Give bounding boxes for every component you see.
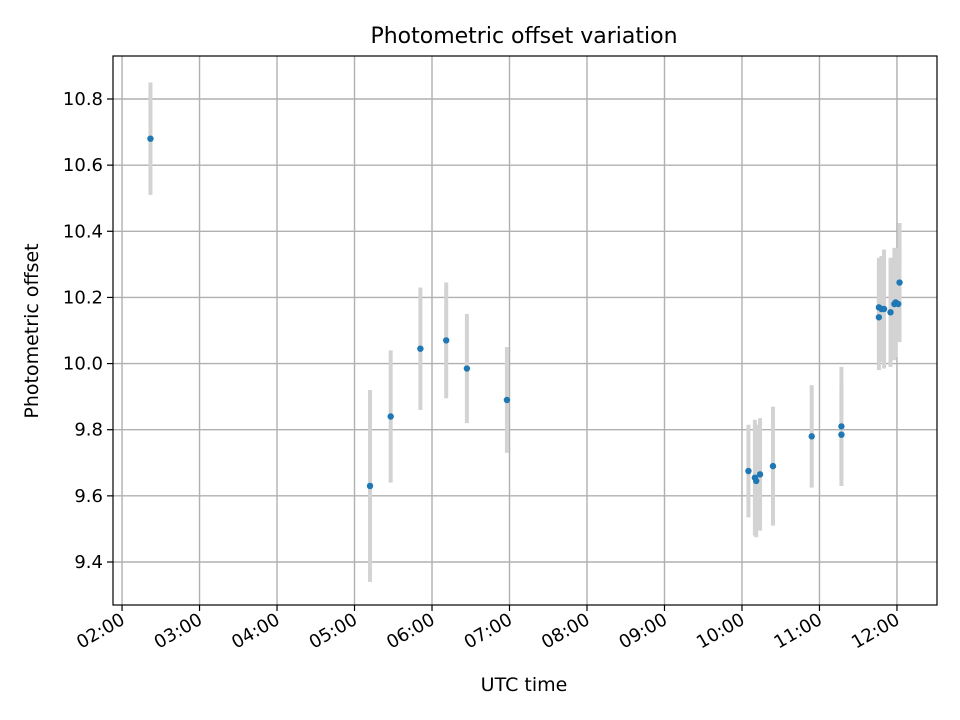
y-tick-label: 9.6 (74, 486, 103, 507)
data-point (896, 279, 903, 286)
x-tick-label: 06:00 (383, 609, 438, 653)
x-tick-label: 04:00 (228, 609, 283, 653)
data-point (838, 431, 845, 438)
grid-lines (113, 56, 937, 605)
data-point (463, 365, 471, 372)
x-tick-label: 05:00 (306, 609, 361, 653)
data-point (769, 462, 777, 470)
y-tick-label: 10.2 (63, 287, 103, 308)
x-tick-label: 10:00 (693, 609, 748, 653)
y-tick-label: 10.4 (63, 221, 103, 242)
data-point (366, 482, 374, 490)
y-tick-label: 9.8 (74, 420, 103, 441)
data-point (387, 413, 394, 420)
x-tick-label: 02:00 (73, 609, 128, 653)
y-tick-label: 10.8 (63, 89, 103, 110)
data-point (147, 135, 154, 142)
chart-title: Photometric offset variation (370, 24, 677, 49)
plot-frame (112, 55, 938, 606)
y-tick-label: 10.6 (63, 155, 103, 176)
data-point (745, 467, 752, 475)
x-tick-label: 12:00 (848, 609, 903, 653)
x-tick-label: 03:00 (151, 609, 206, 653)
y-axis-label: Photometric offset (21, 243, 43, 418)
error-bars (148, 82, 902, 582)
data-point (887, 309, 894, 316)
data-point (875, 314, 883, 321)
data-point (895, 300, 902, 308)
data-point (880, 305, 888, 313)
y-tick-label: 9.4 (74, 552, 103, 573)
x-tick-label: 07:00 (461, 609, 516, 653)
data-point (443, 337, 450, 344)
x-tick-label: 08:00 (538, 609, 593, 653)
x-tick-label: 11:00 (771, 609, 826, 653)
data-point (756, 471, 764, 478)
data-point (752, 477, 760, 485)
x-tick-label: 09:00 (616, 609, 671, 653)
data-point (838, 423, 845, 430)
data-point (417, 345, 424, 352)
y-tick-label: 10.0 (63, 354, 103, 375)
data-point (503, 396, 511, 404)
x-axis-label: UTC time (481, 674, 568, 696)
data-points (147, 135, 903, 490)
data-point (808, 433, 815, 440)
axis-ticks: 02:00 03:00 04:00 05:00 06:00 07:00 08:00 09:00… (63, 89, 904, 653)
